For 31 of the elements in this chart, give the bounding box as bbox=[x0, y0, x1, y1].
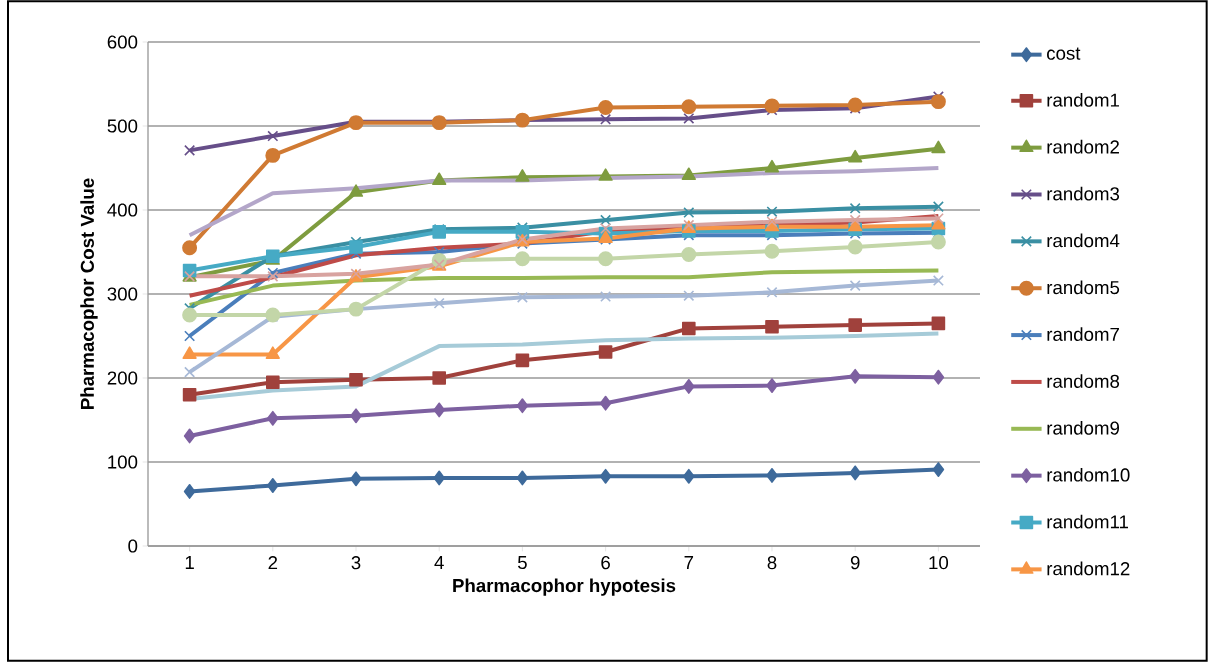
x-tick-label: 10 bbox=[929, 556, 949, 570]
legend-label: random12 bbox=[1047, 561, 1130, 576]
legend-label: random7 bbox=[1047, 327, 1119, 342]
legend-label: random3 bbox=[1047, 186, 1120, 201]
x-axis-title: Pharmacophor hypotesis bbox=[453, 578, 676, 596]
y-tick-label: 200 bbox=[107, 371, 138, 385]
y-tick-label: 100 bbox=[108, 455, 138, 469]
legend-label: random10 bbox=[1047, 467, 1130, 482]
x-tick-label: 4 bbox=[434, 556, 444, 569]
x-tick-label: 8 bbox=[767, 556, 777, 570]
legend-label: random11 bbox=[1047, 514, 1128, 529]
y-tick-label: 600 bbox=[107, 35, 138, 49]
legend-label: random8 bbox=[1047, 374, 1120, 388]
legend-label: random9 bbox=[1047, 421, 1120, 435]
legend-label: random1 bbox=[1047, 93, 1119, 107]
x-tick-label: 9 bbox=[850, 556, 860, 570]
legend-label: random2 bbox=[1047, 139, 1119, 154]
legend-label: random5 bbox=[1047, 280, 1120, 295]
y-tick-label: 400 bbox=[107, 203, 138, 217]
y-tick-label: 500 bbox=[107, 119, 138, 133]
x-tick-label: 7 bbox=[684, 556, 694, 569]
legend-label: cost bbox=[1047, 47, 1081, 60]
y-axis-title: Pharmacophor Cost Value bbox=[80, 178, 98, 409]
x-tick-label: 6 bbox=[601, 556, 610, 570]
x-tick-label: 5 bbox=[517, 556, 527, 570]
legend-label: random4 bbox=[1047, 233, 1120, 248]
x-tick-label: 1 bbox=[185, 556, 194, 569]
x-tick-label: 3 bbox=[351, 556, 361, 570]
y-tick-label: 300 bbox=[107, 287, 138, 301]
x-tick-label: 2 bbox=[268, 556, 278, 570]
y-tick-label: 0 bbox=[128, 539, 138, 553]
